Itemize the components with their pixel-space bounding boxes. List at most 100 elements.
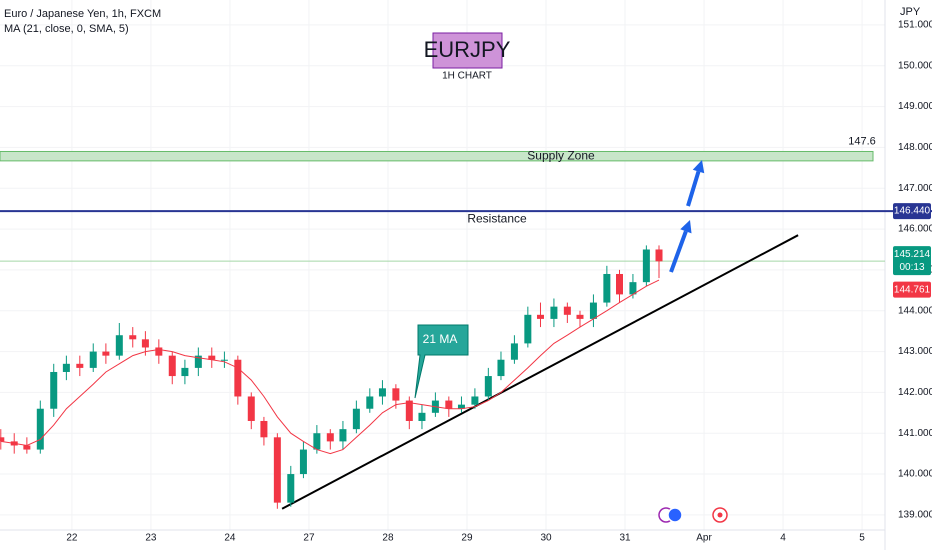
candle-body: [339, 429, 347, 442]
resistance-price-box: [893, 203, 931, 220]
candle-body: [366, 396, 374, 409]
y-tick-label: 151.000: [898, 20, 932, 31]
candle-body: [510, 343, 518, 360]
candle-body: [208, 355, 216, 360]
candle-body: [102, 351, 110, 356]
y-tick-label: 141.000: [898, 428, 932, 439]
candle-body: [76, 363, 84, 368]
candle-body: [23, 445, 31, 450]
countdown-label: 00:13: [899, 262, 924, 273]
candle-body: [326, 433, 334, 442]
candle-body: [62, 363, 70, 372]
candle-body: [141, 339, 149, 348]
candle-body: [36, 408, 44, 450]
y-tick-label: 142.000: [898, 387, 932, 398]
candle-body: [484, 376, 492, 397]
trendline: [281, 234, 799, 510]
candle-body: [378, 388, 386, 397]
candle-body: [287, 474, 295, 503]
ma-callout-label: 21 MA: [423, 332, 458, 346]
candle-body: [194, 355, 202, 368]
axis-unit: JPY: [900, 6, 921, 18]
supply-zone-price: 147.6: [848, 135, 876, 147]
candle-body: [313, 433, 321, 450]
x-tick-label: Apr: [696, 533, 712, 544]
price-box: [893, 246, 931, 276]
candle-body: [603, 273, 611, 303]
x-tick-label: 29: [461, 533, 473, 544]
candle-body: [589, 302, 597, 319]
candle-body: [50, 371, 58, 409]
y-tick-label: 147.000: [898, 183, 932, 194]
candle-body: [418, 412, 426, 421]
candle-body: [655, 249, 663, 262]
x-tick-label: 23: [145, 533, 157, 544]
ma-price-box: [893, 281, 931, 298]
candle-body: [550, 306, 558, 319]
y-tick-label: 150.000: [898, 60, 932, 71]
symbol-box: [432, 32, 503, 69]
candle-body: [563, 306, 571, 315]
x-tick-label: 27: [303, 533, 315, 544]
candle-body: [115, 335, 123, 356]
candle-body: [234, 359, 242, 397]
ma-callout: [414, 324, 469, 399]
candle-body: [616, 273, 623, 295]
arrow-shaft: [686, 170, 701, 207]
x-tick-label: 28: [382, 533, 394, 544]
y-tick-label: 139.000: [898, 510, 932, 521]
event-dot: [717, 512, 723, 518]
candle-body: [536, 314, 544, 319]
x-tick-label: 22: [66, 533, 78, 544]
candle-body: [220, 359, 228, 361]
resistance-label: Resistance: [467, 211, 527, 225]
candle-body: [524, 314, 532, 344]
event-icon: [667, 507, 683, 523]
plot-back: [0, 0, 885, 530]
x-tick-label: 31: [619, 533, 631, 544]
y-tick-label: 140.000: [898, 469, 932, 480]
candle-body: [168, 355, 176, 377]
price-label: 145.214: [894, 249, 931, 260]
candle-body: [273, 437, 281, 503]
candle-body: [629, 282, 637, 295]
candle-body: [0, 437, 5, 442]
ma-price-label: 144.761: [894, 284, 931, 295]
candle-body: [457, 404, 465, 409]
y-tick-label: 143.000: [898, 346, 932, 357]
candle-body: [471, 396, 479, 405]
timeframe-label: 1H CHART: [442, 71, 492, 82]
x-tick-label: 30: [540, 533, 552, 544]
y-tick-label: 149.000: [898, 101, 932, 112]
ma-legend: MA (21, close, 0, SMA, 5): [4, 23, 129, 35]
candle-body: [260, 420, 268, 438]
y-tick-label: 146.000: [898, 224, 932, 235]
y-tick-label: 148.000: [898, 142, 932, 153]
candle-body: [642, 249, 650, 283]
resistance-price: 146.440: [894, 206, 931, 217]
candle-body: [155, 347, 163, 356]
candle-body: [405, 400, 413, 421]
y-tick-label: 144.000: [898, 305, 932, 316]
candle-body: [129, 335, 137, 340]
candle-body: [445, 400, 453, 409]
candle-body: [392, 388, 400, 401]
candle-body: [181, 367, 189, 377]
arrow-head: [680, 220, 692, 234]
ma-line: [0, 279, 660, 455]
candle-body: [247, 396, 255, 421]
arrow-head: [692, 160, 705, 174]
x-tick-label: 4: [780, 533, 786, 544]
candle-body: [299, 449, 307, 475]
x-tick-label: 24: [224, 533, 236, 544]
arrow-shaft: [669, 230, 688, 273]
candle-body: [89, 351, 97, 368]
symbol-label: EURJPY: [424, 37, 511, 62]
supply-zone: [0, 150, 874, 162]
x-tick-label: 5: [859, 533, 865, 544]
candle-body: [352, 408, 360, 430]
candle-body: [576, 314, 584, 319]
candle-body: [497, 359, 505, 377]
chart-title: Euro / Japanese Yen, 1h, FXCM: [4, 8, 161, 20]
